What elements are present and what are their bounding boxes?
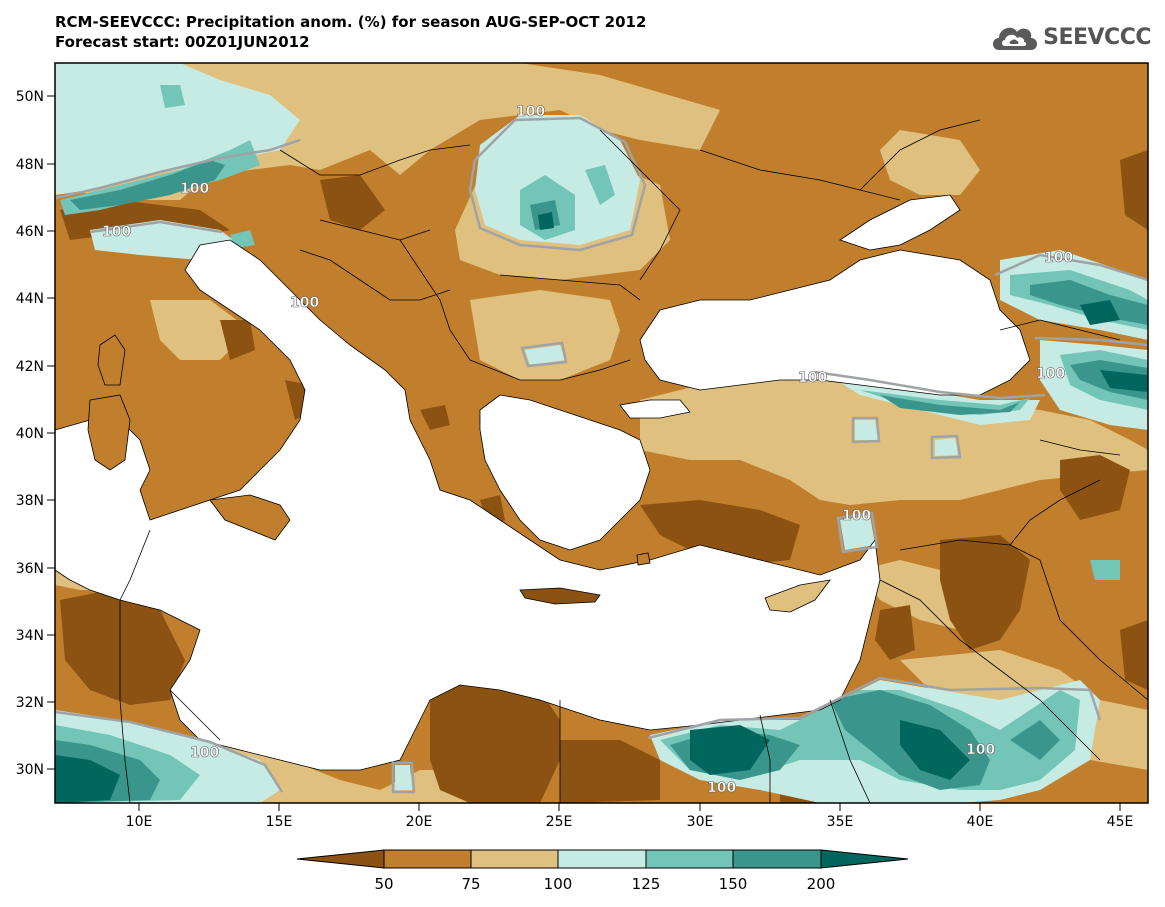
colorbar-swatch-1 (383, 849, 472, 869)
colorbar-swatch-4 (645, 849, 734, 869)
lat-label: 42N (16, 359, 44, 375)
colorbar-swatch-0 (296, 849, 385, 869)
contour-label: 100 (290, 295, 319, 311)
contour-label: 100 (1036, 366, 1065, 382)
contour-label: 100 (516, 104, 545, 120)
lat-axis: 50N 48N 46N 44N 42N 40N 38N 36N 34N 32N … (16, 89, 55, 778)
map-title: RCM-SEEVCCC: Precipitation anom. (%) for… (55, 12, 646, 52)
lon-label: 40E (967, 814, 994, 830)
title-line-2: Forecast start: 00Z01JUN2012 (55, 33, 310, 51)
colorbar-swatch-2 (470, 849, 559, 869)
title-line-1: RCM-SEEVCCC: Precipitation anom. (%) for… (55, 13, 647, 31)
lat-label: 38N (16, 493, 44, 509)
lon-label: 35E (827, 814, 854, 830)
lon-label: 20E (406, 814, 433, 830)
contour-label: 100 (798, 370, 827, 386)
contour-label: 100 (102, 224, 131, 240)
colorbar-swatch-3 (557, 849, 647, 869)
lon-label: 30E (687, 814, 714, 830)
lon-axis: 10E 15E 20E 25E 30E 35E 40E 45E (126, 803, 1134, 830)
colorbar-swatch-6 (820, 849, 909, 869)
contour-label: 100 (190, 745, 219, 761)
sea-mask (55, 194, 1031, 771)
contour-label: 100 (180, 181, 209, 197)
lat-label: 46N (16, 224, 44, 240)
colorbar (296, 849, 909, 869)
islands (87, 334, 831, 613)
contour-label: 100 (966, 742, 995, 758)
colorbar-label: 50 (374, 875, 393, 893)
contour-label: 100 (1044, 250, 1073, 266)
field-above-200 (55, 212, 1148, 803)
lon-label: 25E (546, 814, 573, 830)
lat-label: 44N (16, 291, 44, 307)
field-50-75 (60, 150, 1148, 803)
colorbar-label: 75 (461, 875, 480, 893)
lat-label: 30N (16, 762, 44, 778)
lat-label: 32N (16, 695, 44, 711)
colorbar-labels: 50 75 100 125 150 200 (374, 875, 835, 893)
colorbar-label: 200 (807, 875, 836, 893)
colorbar-label: 150 (719, 875, 748, 893)
colorbar-swatch-5 (732, 849, 822, 869)
logo-text: SEEVCCC (1043, 24, 1151, 50)
seevccc-logo: SEEVCCC (989, 20, 1151, 54)
colorbar-label: 125 (632, 875, 661, 893)
lat-label: 40N (16, 426, 44, 442)
lat-label: 50N (16, 89, 44, 105)
contour-100 (55, 116, 1148, 794)
lon-label: 45E (1107, 814, 1134, 830)
lon-label: 15E (266, 814, 293, 830)
contour-labels: 100 100 100 100 100 100 100 100 100 100 … (102, 104, 1074, 797)
colorbar-label: 100 (544, 875, 573, 893)
contour-label: 100 (842, 508, 871, 524)
lon-label: 10E (126, 814, 153, 830)
cloud-icon (993, 27, 1038, 50)
lat-label: 36N (16, 561, 44, 577)
lat-label: 48N (16, 157, 44, 173)
country-borders (119, 119, 1148, 803)
lat-label: 34N (16, 628, 44, 644)
contour-label: 100 (707, 780, 736, 796)
